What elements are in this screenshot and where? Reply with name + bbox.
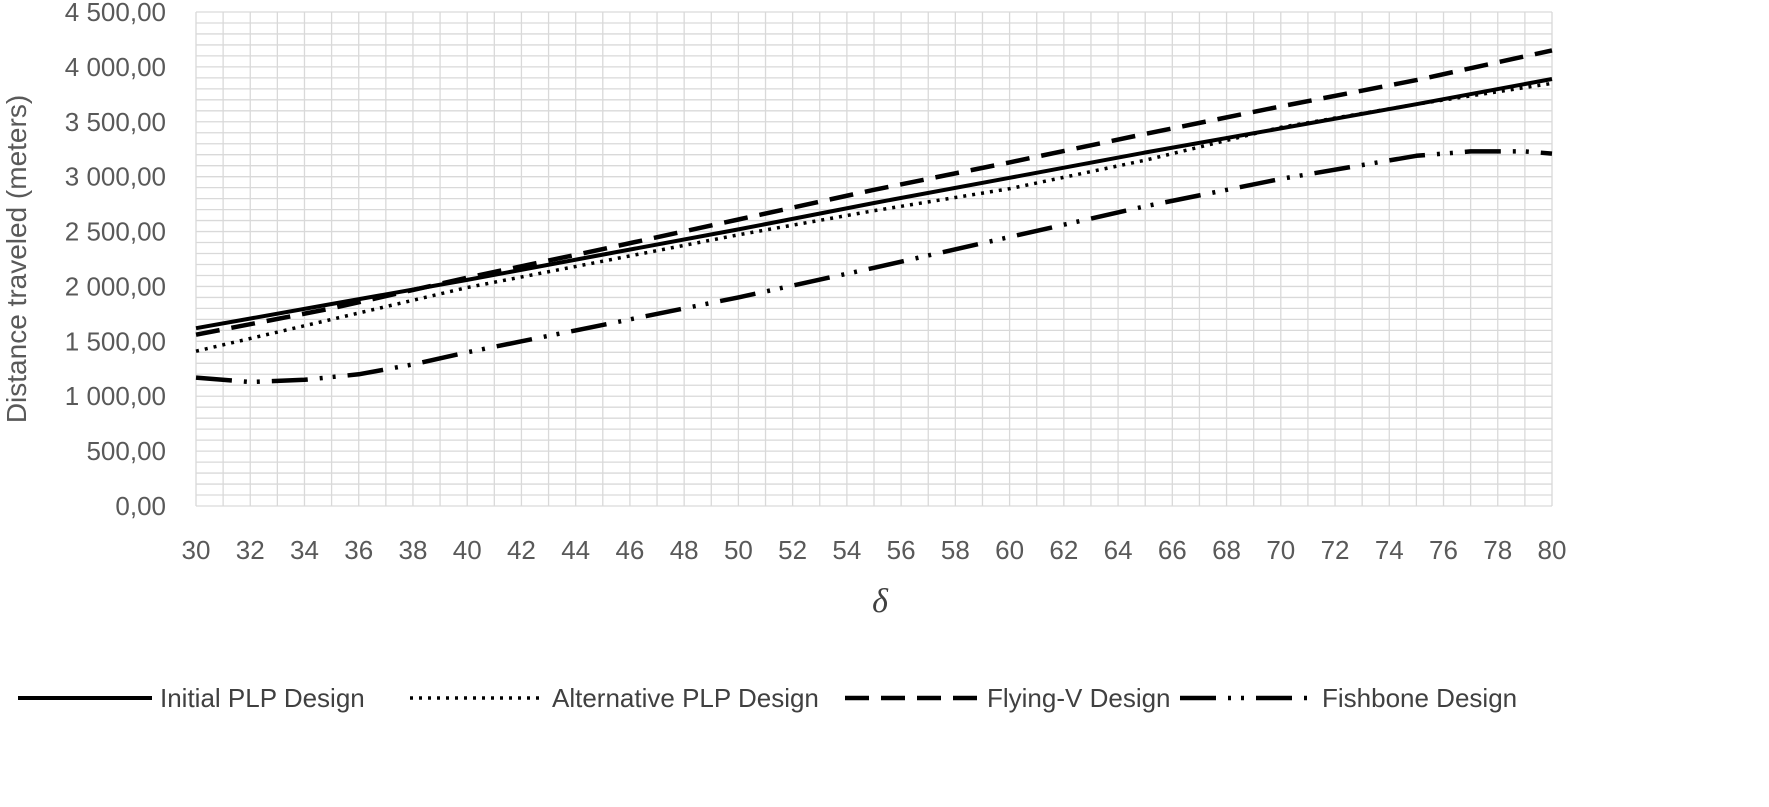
y-tick-label: 1 500,00 xyxy=(65,326,166,356)
x-tick-label: 46 xyxy=(615,535,644,565)
x-tick-label: 56 xyxy=(887,535,916,565)
legend-label: Alternative PLP Design xyxy=(552,683,819,713)
y-tick-label: 4 500,00 xyxy=(65,0,166,27)
series-lines xyxy=(195,48,1553,385)
legend: Initial PLP Design Alternative PLP Design… xyxy=(18,683,1517,713)
x-tick-label: 64 xyxy=(1104,535,1133,565)
x-tick-label: 36 xyxy=(344,535,373,565)
series-line-3 xyxy=(195,48,1553,337)
x-tick-label: 70 xyxy=(1266,535,1295,565)
series-line-4 xyxy=(195,149,1553,385)
y-tick-label: 3 500,00 xyxy=(65,107,166,137)
x-tick-label: 58 xyxy=(941,535,970,565)
gridlines xyxy=(195,11,1553,507)
x-tick-label: 40 xyxy=(453,535,482,565)
y-tick-label: 4 000,00 xyxy=(65,52,166,82)
x-axis-tick-labels: 30 32 34 36 38 40 42 44 46 48 50 52 54 56 58 60 62 64 66 68… xyxy=(182,535,1567,565)
x-tick-label: 34 xyxy=(290,535,319,565)
y-tick-label: 2 500,00 xyxy=(65,217,166,247)
x-tick-label: 50 xyxy=(724,535,753,565)
x-tick-label: 80 xyxy=(1538,535,1567,565)
y-tick-label: 3 000,00 xyxy=(65,162,166,192)
x-tick-label: 74 xyxy=(1375,535,1404,565)
legend-label: Fishbone Design xyxy=(1322,683,1517,713)
x-tick-label: 62 xyxy=(1049,535,1078,565)
y-tick-label: 2 000,00 xyxy=(65,271,166,301)
x-tick-label: 32 xyxy=(236,535,265,565)
x-tick-label: 48 xyxy=(670,535,699,565)
x-tick-label: 54 xyxy=(832,535,861,565)
x-tick-label: 72 xyxy=(1321,535,1350,565)
legend-label: Flying-V Design xyxy=(987,683,1171,713)
series-line-2 xyxy=(195,81,1553,353)
x-tick-label: 44 xyxy=(561,535,590,565)
x-tick-label: 68 xyxy=(1212,535,1241,565)
y-tick-label: 1 000,00 xyxy=(65,381,166,411)
legend-label: Initial PLP Design xyxy=(160,683,365,713)
x-tick-label: 66 xyxy=(1158,535,1187,565)
y-tick-label: 0,00 xyxy=(115,491,166,521)
x-tick-label: 30 xyxy=(182,535,211,565)
x-tick-label: 78 xyxy=(1483,535,1512,565)
y-tick-label: 500,00 xyxy=(86,436,166,466)
y-axis-tick-labels: 0,00 500,00 1 000,00 1 500,00 2 000,00 2 500,… xyxy=(65,0,166,521)
x-axis-title: δ xyxy=(872,583,889,620)
x-tick-label: 38 xyxy=(398,535,427,565)
x-tick-label: 52 xyxy=(778,535,807,565)
x-tick-label: 76 xyxy=(1429,535,1458,565)
x-tick-label: 42 xyxy=(507,535,536,565)
y-axis-title: Distance traveled (meters) xyxy=(1,95,32,423)
x-tick-label: 60 xyxy=(995,535,1024,565)
